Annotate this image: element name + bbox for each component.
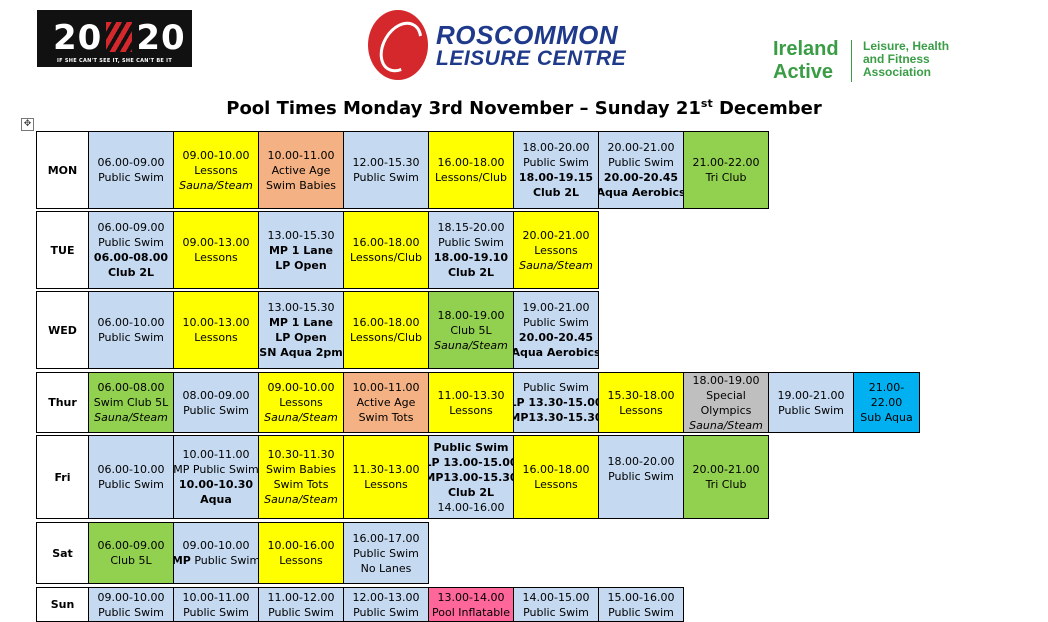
session-cell: 16.00-18.00 Lessons/Club bbox=[429, 132, 514, 209]
session-cell: 16.00-18.00 Lessons/Club bbox=[344, 212, 429, 289]
logo-ia-subtitle: Leisure, Health and Fitness Association bbox=[863, 39, 950, 79]
page-title: Pool Times Monday 3rd November – Sunday … bbox=[226, 97, 822, 119]
session-cell: 15.00-16.00 Public Swim bbox=[599, 588, 684, 622]
session-cell: 10.30-11.30 Swim Babies Swim Tots Sauna/Ste… bbox=[259, 436, 344, 519]
session-cell: 06.00-10.00 Public Swim bbox=[89, 292, 174, 369]
session-cell: 20.00-21.00 Lessons Sauna/Steam bbox=[514, 212, 599, 289]
session-cell: 18.00-19.00 Special Olympics Sauna/Steam bbox=[684, 373, 769, 433]
day-label: Fri bbox=[37, 436, 89, 519]
logo-stripes-icon bbox=[106, 22, 133, 52]
session-cell: 10.00-11.00 MP Public Swim 10.00-10.30 Aqua bbox=[174, 436, 259, 519]
session-cell: 15.30-18.00 Lessons bbox=[599, 373, 684, 433]
schedule-row-sun: Sun 09.00-10.00 Public Swim 10.00-11.00 Pu… bbox=[36, 587, 684, 622]
session-cell: 16.00-18.00 Lessons bbox=[514, 436, 599, 519]
session-cell: 20.00-21.00 Tri Club bbox=[684, 436, 769, 519]
session-cell: 21.00-22.00 Tri Club bbox=[684, 132, 769, 209]
schedule-row-wed: WED 06.00-10.00 Public Swim 10.00-13.00 Le… bbox=[36, 291, 599, 369]
session-cell: 13.00-15.30 MP 1 Lane LP Open SN Aqua 2pm bbox=[259, 292, 344, 369]
session-cell: 10.00-11.00 Active Age Swim Babies bbox=[259, 132, 344, 209]
session-cell: 10.00-11.00 Active Age Swim Tots bbox=[344, 373, 429, 433]
table-move-handle-icon[interactable]: ✥ bbox=[21, 118, 34, 131]
schedule-row-mon: MON 06.00-09.00 Public Swim 09.00-10.00 Le… bbox=[36, 131, 769, 209]
session-cell: 18.00-20.00 Public Swim bbox=[599, 436, 684, 519]
logo-rlc-line2: LEISURE CENTRE bbox=[436, 47, 627, 70]
session-cell: 11.00-13.30 Lessons bbox=[429, 373, 514, 433]
session-cell: Public Swim LP 13.00-15.00 MP13.00-15.30 Cl… bbox=[429, 436, 514, 519]
logo-20x20: 20 20 IF SHE CAN'T SEE IT, SHE CAN'T BE I… bbox=[37, 10, 192, 67]
logo-roscommon-leisure-centre: ROSCOMMON LEISURE CENTRE bbox=[368, 10, 638, 85]
schedule-row-fri: Fri 06.00-10.00 Public Swim 10.00-11.00 MP… bbox=[36, 435, 769, 519]
session-cell: 14.00-15.00 Public Swim bbox=[514, 588, 599, 622]
session-cell: 13.00-15.30 MP 1 Lane LP Open bbox=[259, 212, 344, 289]
session-cell: 18.00-19.00 Club 5L Sauna/Steam bbox=[429, 292, 514, 369]
swimmer-emblem-icon bbox=[368, 10, 431, 80]
session-cell: 18.00-20.00 Public Swim 18.00-19.15 Club 2L bbox=[514, 132, 599, 209]
session-cell: 06.00-09.00 Public Swim 06.00-08.00 Club 2L bbox=[89, 212, 174, 289]
session-cell: 19.00-21.00 Public Swim bbox=[769, 373, 854, 433]
session-cell: 12.00-13.00 Public Swim bbox=[344, 588, 429, 622]
logo-rlc-line1: ROSCOMMON bbox=[436, 20, 619, 50]
session-cell: 06.00-09.00 Public Swim bbox=[89, 132, 174, 209]
session-cell: 11.00-12.00 Public Swim bbox=[259, 588, 344, 622]
day-label: Sat bbox=[37, 523, 89, 584]
day-label: Sun bbox=[37, 588, 89, 622]
day-label: Thur bbox=[37, 373, 89, 433]
session-cell: 09.00-10.00 Public Swim bbox=[89, 588, 174, 622]
session-cell: 09.00-10.00 Lessons Sauna/Steam bbox=[174, 132, 259, 209]
session-cell: 10.00-11.00 Public Swim bbox=[174, 588, 259, 622]
logo-20x20-tagline: IF SHE CAN'T SEE IT, SHE CAN'T BE IT bbox=[56, 58, 173, 64]
session-cell: 09.00-13.00 Lessons bbox=[174, 212, 259, 289]
logo-20x20-wordmark: 20 20 bbox=[53, 18, 186, 58]
session-cell: 09.00-10.00 Lessons Sauna/Steam bbox=[259, 373, 344, 433]
session-cell: 06.00-10.00 Public Swim bbox=[89, 436, 174, 519]
day-label: MON bbox=[37, 132, 89, 209]
session-cell: 11.30-13.00 Lessons bbox=[344, 436, 429, 519]
session-cell: 21.00- 22.00 Sub Aqua bbox=[854, 373, 920, 433]
session-cell: 16.00-17.00 Public Swim No Lanes bbox=[344, 523, 429, 584]
session-cell: 08.00-09.00 Public Swim bbox=[174, 373, 259, 433]
session-cell: 06.00-09.00 Club 5L bbox=[89, 523, 174, 584]
schedule-row-tue: TUE 06.00-09.00 Public Swim 06.00-08.00 Clu… bbox=[36, 211, 599, 289]
session-cell: 16.00-18.00 Lessons/Club bbox=[344, 292, 429, 369]
logo-ireland-active: Ireland Active Leisure, Health and Fitne… bbox=[773, 38, 973, 84]
schedule-row-thu: Thur 06.00-08.00 Swim Club 5L Sauna/Steam … bbox=[36, 372, 920, 433]
session-cell: Public Swim LP 13.30-15.00 MP13.30-15.30 bbox=[514, 373, 599, 433]
session-cell: 10.00-16.00 Lessons bbox=[259, 523, 344, 584]
session-cell: 12.00-15.30 Public Swim bbox=[344, 132, 429, 209]
logo-ia-wordmark: Ireland Active bbox=[773, 38, 839, 83]
day-label: WED bbox=[37, 292, 89, 369]
day-label: TUE bbox=[37, 212, 89, 289]
session-cell: 10.00-13.00 Lessons bbox=[174, 292, 259, 369]
session-cell: 06.00-08.00 Swim Club 5L Sauna/Steam bbox=[89, 373, 174, 433]
session-cell: 13.00-14.00 Pool Inflatable bbox=[429, 588, 514, 622]
logo-ia-divider bbox=[851, 40, 852, 82]
session-cell: 18.15-20.00 Public Swim 18.00-19.10 Club 2L bbox=[429, 212, 514, 289]
session-cell: 19.00-21.00 Public Swim 20.00-20.45 Aqua Ae… bbox=[514, 292, 599, 369]
session-cell: 20.00-21.00 Public Swim 20.00-20.45 Aqua Ae… bbox=[599, 132, 684, 209]
